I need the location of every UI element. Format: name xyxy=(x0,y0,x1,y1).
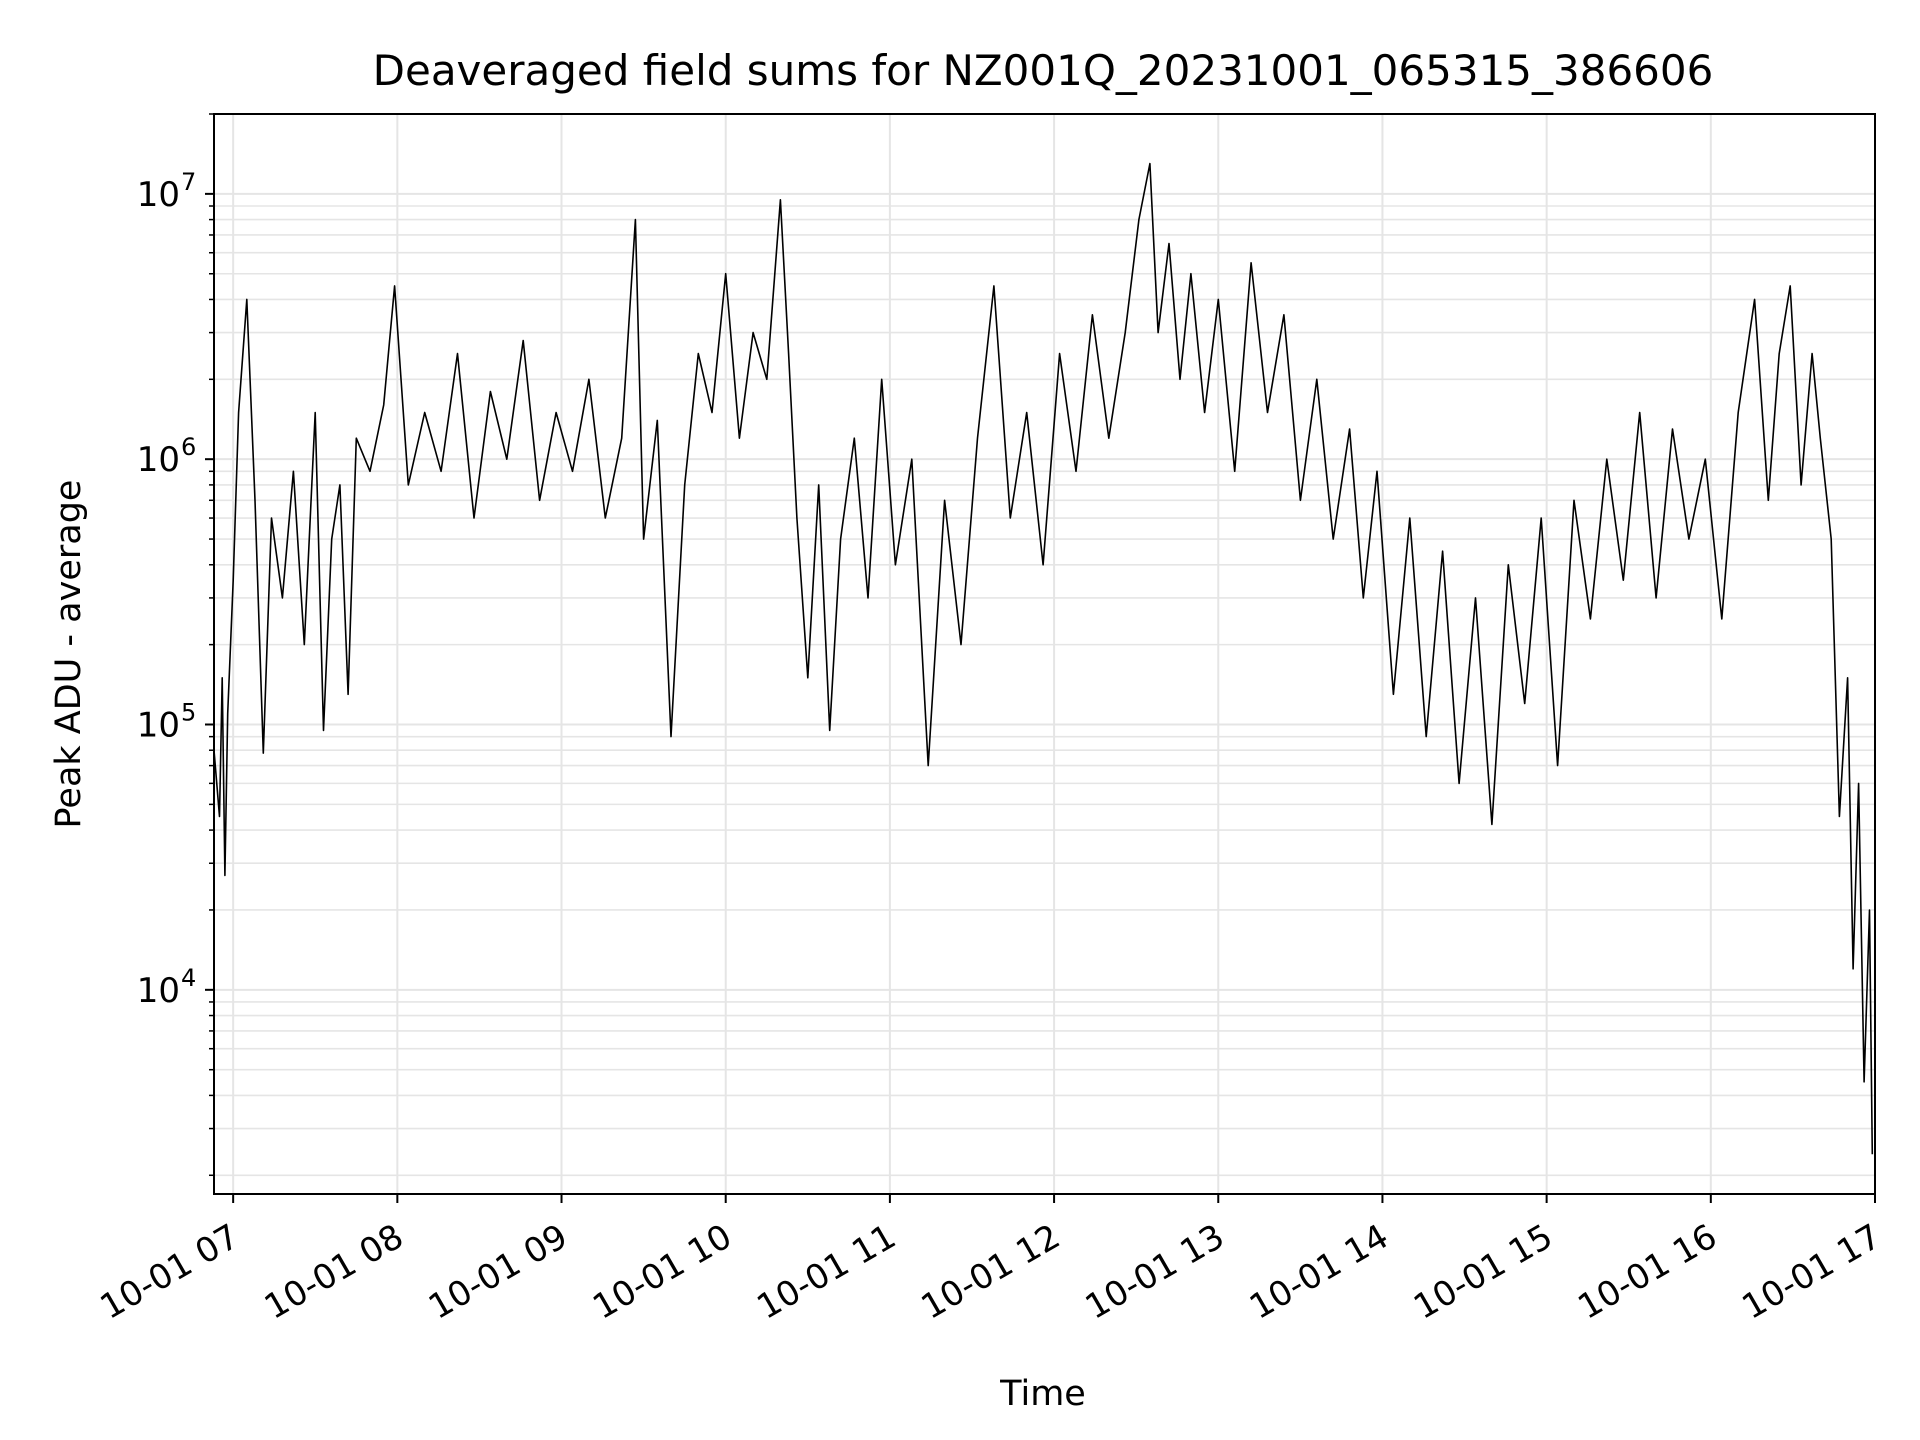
grid xyxy=(214,113,1876,1194)
y-tick-exponent: 5 xyxy=(181,699,196,727)
y-tick-label: 10 xyxy=(137,175,180,215)
y-tick-exponent: 7 xyxy=(181,168,196,196)
y-tick-label: 10 xyxy=(137,706,180,746)
y-tick-exponent: 6 xyxy=(181,433,196,461)
x-axis-label: Time xyxy=(999,1374,1086,1414)
series-line xyxy=(213,162,1874,1155)
series-layer xyxy=(213,162,1874,1155)
chart-title: Deaveraged field sums for NZ001Q_2023100… xyxy=(373,46,1714,95)
y-tick-label: 10 xyxy=(137,971,180,1011)
y-tick-label: 10 xyxy=(137,440,180,480)
y-tick-exponent: 4 xyxy=(181,964,196,992)
y-axis-label: Peak ADU - average xyxy=(49,480,89,829)
plot-frame xyxy=(213,113,1876,1195)
